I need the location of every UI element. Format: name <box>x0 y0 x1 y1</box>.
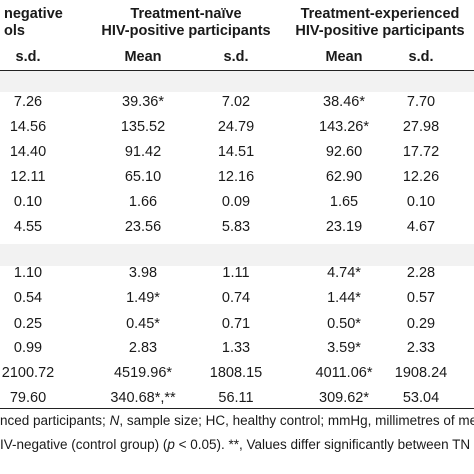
group1-header-line2: ols <box>4 23 25 39</box>
cell: 14.51 <box>217 144 255 160</box>
cell: 0.99 <box>13 340 43 356</box>
subheader-sd-2: s.d. <box>223 49 249 65</box>
cell: 4.67 <box>406 219 436 235</box>
subheader-mean-3: Mean <box>325 49 363 65</box>
cell: 143.26* <box>319 119 369 135</box>
footnote-line1: nced participants; N, sample size; HC, h… <box>0 413 474 428</box>
footnote-text: , sample size; HC, healthy control; mmHg… <box>119 413 474 428</box>
cell: 12.11 <box>10 169 46 185</box>
cell: 1908.24 <box>394 365 448 381</box>
cell: 4519.96* <box>113 365 173 381</box>
cell: 0.25 <box>13 316 43 332</box>
cell: 0.54 <box>13 290 43 306</box>
group2-header-line2: HIV-positive participants <box>101 23 271 39</box>
cell: 1.49* <box>126 290 160 306</box>
cell: 27.98 <box>402 119 440 135</box>
cell: 23.19 <box>325 219 363 235</box>
cell: 12.26 <box>402 169 440 185</box>
cell: 1.10 <box>13 265 43 281</box>
cell: 91.42 <box>124 144 162 160</box>
group2-header: Treatment-naïve HIV-positive participant… <box>92 6 280 40</box>
group3-header: Treatment-experienced HIV-positive parti… <box>287 6 473 40</box>
cell: 2100.72 <box>1 365 55 381</box>
group2-header-line1: Treatment-naïve <box>130 6 242 22</box>
cell: 12.16 <box>217 169 255 185</box>
cell: 4.74* <box>327 265 361 281</box>
rule-above-footnote <box>0 408 474 409</box>
cell: 65.10 <box>124 169 162 185</box>
cell: 4.55 <box>13 219 43 235</box>
cell: 1.65 <box>329 194 359 210</box>
cell: 3.59* <box>327 340 361 356</box>
cell: 0.10 <box>13 194 43 210</box>
band-section2-top <box>0 244 474 266</box>
cell: 340.68*,** <box>110 390 176 406</box>
cell: 309.62* <box>319 390 369 406</box>
group3-header-line1: Treatment-experienced <box>300 6 460 22</box>
cell: 62.90 <box>325 169 363 185</box>
rule-under-subheaders <box>0 70 474 71</box>
cell: 3.98 <box>128 265 158 281</box>
cell: 1.44* <box>327 290 361 306</box>
cell: 14.40 <box>9 144 47 160</box>
cell: 5.83 <box>221 219 251 235</box>
cell: 17.72 <box>402 144 440 160</box>
cell: 0.50* <box>327 316 361 332</box>
subheader-mean-2: Mean <box>124 49 162 65</box>
cell: 7.26 <box>13 94 43 110</box>
cell: 0.09 <box>221 194 251 210</box>
cell: 0.57 <box>406 290 436 306</box>
cell: 38.46* <box>323 94 365 110</box>
footnote-symbol: p <box>167 437 175 452</box>
subheader-sd-1: s.d. <box>15 49 41 65</box>
cell: 79.60 <box>9 390 47 406</box>
group1-header: negative ols <box>4 6 63 40</box>
group1-header-line1: negative <box>4 6 63 22</box>
cell: 2.28 <box>406 265 436 281</box>
band-section1-top <box>0 70 474 92</box>
cell: 1.66 <box>128 194 158 210</box>
cell: 4011.06* <box>315 365 373 381</box>
cell: 39.36* <box>122 94 164 110</box>
footnote-text: IV-negative (control group) ( <box>0 437 168 452</box>
cell: 23.56 <box>124 219 162 235</box>
cell: 7.70 <box>406 94 436 110</box>
cell: 56.11 <box>218 390 254 406</box>
cell: 1808.15 <box>209 365 263 381</box>
footnote-line2: IV-negative (control group) (p < 0.05). … <box>0 437 470 452</box>
cell: 7.02 <box>221 94 251 110</box>
cell: 0.45* <box>126 316 160 332</box>
cell: 0.74 <box>221 290 251 306</box>
cell: 0.10 <box>406 194 436 210</box>
cell: 0.29 <box>406 316 436 332</box>
footnote-text: < 0.05). **, Values differ significantly… <box>174 437 471 452</box>
cell: 92.60 <box>325 144 363 160</box>
cell: 2.33 <box>406 340 436 356</box>
group3-header-line2: HIV-positive participants <box>295 23 465 39</box>
cell: 1.33 <box>221 340 251 356</box>
footnote-symbol: N <box>109 413 120 428</box>
cell: 135.52 <box>120 119 166 135</box>
cell: 14.56 <box>9 119 47 135</box>
cell: 1.11 <box>222 265 250 281</box>
footnote-text: nced participants; <box>0 413 110 428</box>
cell: 0.71 <box>221 316 251 332</box>
cell: 53.04 <box>402 390 440 406</box>
subheader-sd-3: s.d. <box>408 49 434 65</box>
cell: 24.79 <box>217 119 255 135</box>
cell: 2.83 <box>128 340 158 356</box>
